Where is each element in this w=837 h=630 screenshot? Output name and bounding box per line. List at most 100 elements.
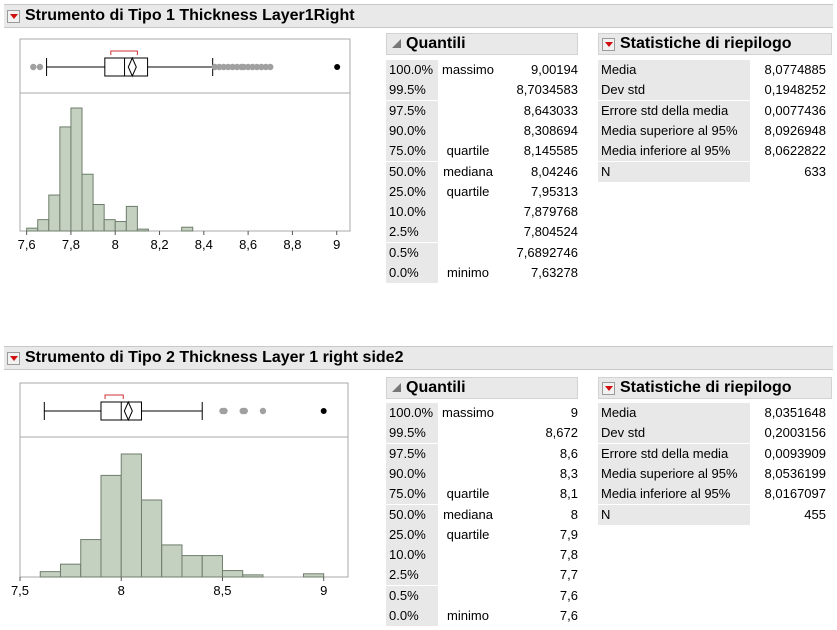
outlier-point	[259, 407, 267, 415]
quantile-pct: 25.0%	[386, 524, 438, 545]
quantile-value: 8,04246	[531, 163, 578, 179]
outlier-point	[244, 63, 252, 71]
summary-label: Media inferiore al 95%	[598, 141, 750, 162]
outlier-point	[224, 63, 232, 71]
quantile-label: quartile	[446, 526, 490, 542]
quantile-value: 7,63278	[531, 265, 578, 280]
quantile-label: minimo	[447, 265, 489, 280]
quantiles-title: Quantili	[406, 379, 466, 396]
histogram-bar	[161, 544, 183, 578]
summary-label: Errore std della media	[598, 100, 750, 121]
x-tick-label: 8,6	[239, 237, 257, 252]
quantile-pct: 25.0%	[386, 181, 438, 202]
outlier-point	[240, 63, 247, 71]
quantile-pct: 99.5%	[386, 423, 438, 444]
mean-diamond	[127, 56, 137, 78]
quantile-pct: 2.5%	[386, 565, 438, 586]
quantile-pct: 97.5%	[386, 443, 438, 464]
distribution-chart-2: 7,5 8 8,5 9	[11, 382, 349, 598]
quantile-value: 8,308694	[523, 122, 578, 138]
histogram-bar	[302, 573, 325, 578]
quantiles-header-1[interactable]: Quantili	[386, 33, 578, 55]
red-triangle-menu-icon[interactable]	[7, 9, 20, 23]
quantile-value: 8,7034583	[516, 82, 578, 98]
quartile-box	[104, 57, 149, 77]
plot-frame	[19, 382, 349, 578]
histogram-bar	[39, 571, 61, 578]
quantile-value: 7,6892746	[516, 244, 578, 260]
red-triangle-menu-icon[interactable]	[602, 381, 615, 395]
histogram-bar	[59, 563, 82, 578]
summary-label: Media	[598, 60, 750, 80]
quantile-pct: 99.5%	[386, 80, 438, 101]
histogram-bar	[242, 574, 264, 578]
quantile-value: 7,879768	[523, 204, 578, 220]
summary-value: 8,0167097	[764, 486, 826, 502]
histogram-bar	[80, 539, 102, 578]
quantile-label: massimo	[441, 62, 494, 77]
quantile-pct: 50.0%	[386, 161, 438, 182]
outlier-point	[221, 407, 228, 415]
outlier-point	[220, 63, 227, 71]
summary-label: Errore std della media	[598, 443, 750, 464]
x-tick-label: 9	[320, 583, 327, 598]
quantile-value: 8,3	[559, 465, 578, 481]
x-tick-label: 8,2	[150, 237, 168, 252]
outlier-point	[262, 63, 270, 71]
quantile-pct: 100.0%	[386, 60, 438, 80]
histogram-bar	[48, 194, 61, 232]
summary-label: Media	[598, 403, 750, 423]
outlier-point	[253, 63, 261, 71]
panel-header-1[interactable]: Strumento di Tipo 1 Thickness Layer1Righ…	[4, 4, 833, 28]
quantile-value: 9,00194	[531, 62, 578, 77]
summary-value: 8,0774885	[764, 62, 826, 77]
outlier-point	[211, 63, 219, 71]
x-tick-label: 7,8	[62, 237, 80, 252]
panel-header-2[interactable]: Strumento di Tipo 2 Thickness Layer 1 ri…	[4, 346, 833, 370]
quantile-pct: 0.0%	[386, 606, 438, 626]
red-triangle-menu-icon[interactable]	[7, 351, 20, 365]
disclosure-icon[interactable]	[392, 39, 402, 49]
quantile-value: 7,6	[559, 608, 578, 623]
outlier-point	[229, 63, 236, 71]
outlier-point	[258, 63, 265, 71]
outlier-point	[267, 63, 274, 71]
red-triangle-menu-icon[interactable]	[602, 37, 615, 51]
extreme-point	[334, 64, 341, 70]
summary-label: Dev std	[598, 423, 750, 444]
quantile-label: mediana	[443, 163, 493, 179]
quantile-value: 9	[570, 405, 578, 420]
disclosure-icon[interactable]	[392, 383, 402, 393]
histogram-bar	[37, 219, 50, 232]
summary-header-1[interactable]: Statistiche di riepilogo	[598, 33, 832, 55]
outlier-point	[30, 63, 37, 71]
shortest-half-bracket	[110, 50, 138, 55]
distribution-chart-1: 7,6 7,8 8 8,2 8,4 8,6 8,8 9	[18, 38, 351, 252]
x-tick-label: 8,8	[283, 237, 301, 252]
quantile-value: 7,95313	[531, 183, 578, 199]
shortest-half-bracket	[104, 394, 124, 399]
outlier-point	[233, 63, 241, 71]
quantile-value: 7,7	[559, 567, 578, 583]
summary-label: Media superiore al 95%	[598, 120, 750, 141]
quantile-pct: 90.0%	[386, 120, 438, 141]
outlier-point	[36, 63, 44, 71]
histogram-bar	[221, 570, 244, 578]
quantile-value: 8	[570, 506, 578, 522]
summary-value: 0,2003156	[764, 425, 826, 441]
histogram-bar	[136, 228, 149, 232]
quantile-value: 8,6	[559, 445, 578, 461]
summary-header-2[interactable]: Statistiche di riepilogo	[598, 377, 832, 399]
histogram-bar	[103, 219, 116, 232]
x-tick-label: 9	[333, 237, 340, 252]
panel-title: Strumento di Tipo 1 Thickness Layer1Righ…	[25, 7, 355, 24]
quantile-value: 8,1	[559, 486, 578, 502]
quantile-value: 8,145585	[523, 143, 578, 159]
extreme-point	[320, 408, 327, 414]
quantiles-header-2[interactable]: Quantili	[386, 377, 578, 399]
summary-title: Statistiche di riepilogo	[620, 35, 792, 52]
histogram-bar	[125, 205, 138, 232]
histogram-bar	[181, 226, 194, 232]
summary-value: 0,1948252	[764, 82, 826, 98]
quantile-pct: 0.5%	[386, 585, 438, 606]
